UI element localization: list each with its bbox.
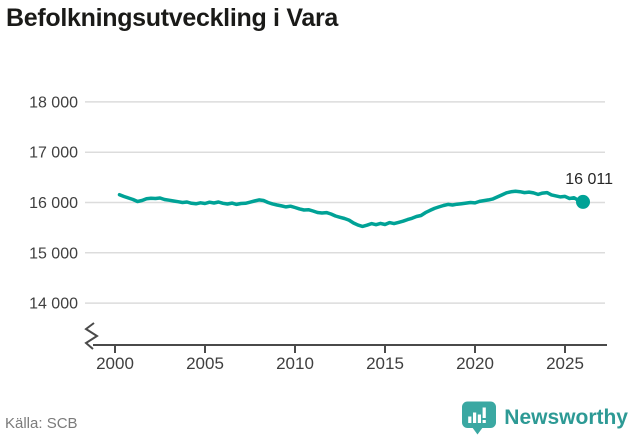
- y-axis-tick-label: 14 000: [29, 296, 78, 313]
- y-axis-break-icon: [84, 322, 99, 350]
- newsworthy-wordmark: Newsworthy: [504, 406, 628, 429]
- chart-title: Befolkningsutveckling i Vara: [6, 4, 338, 32]
- y-axis-tick-label: 18 000: [29, 94, 78, 111]
- y-axis-tick-label: 17 000: [29, 145, 78, 162]
- x-axis-tick-label: 2025: [546, 354, 584, 373]
- newsworthy-logo-icon: [462, 401, 497, 435]
- y-axis-tick-label: 16 000: [29, 195, 78, 212]
- bar-chart-glyph: [468, 407, 487, 423]
- x-axis-tick-label: 2010: [276, 354, 314, 373]
- newsworthy-brand: Newsworthy: [461, 400, 628, 436]
- x-axis-tick-label: 2015: [366, 354, 404, 373]
- x-axis-tick-label: 2005: [186, 354, 224, 373]
- latest-value-dot: [576, 194, 590, 209]
- x-axis-tick-label: 2020: [456, 354, 494, 373]
- latest-value-label: 16 011: [565, 171, 613, 188]
- source-label: Källa: SCB: [5, 415, 78, 432]
- population-line: [117, 189, 585, 229]
- x-axis-tick-label: 2000: [96, 354, 134, 373]
- y-axis-tick-label: 15 000: [29, 245, 78, 262]
